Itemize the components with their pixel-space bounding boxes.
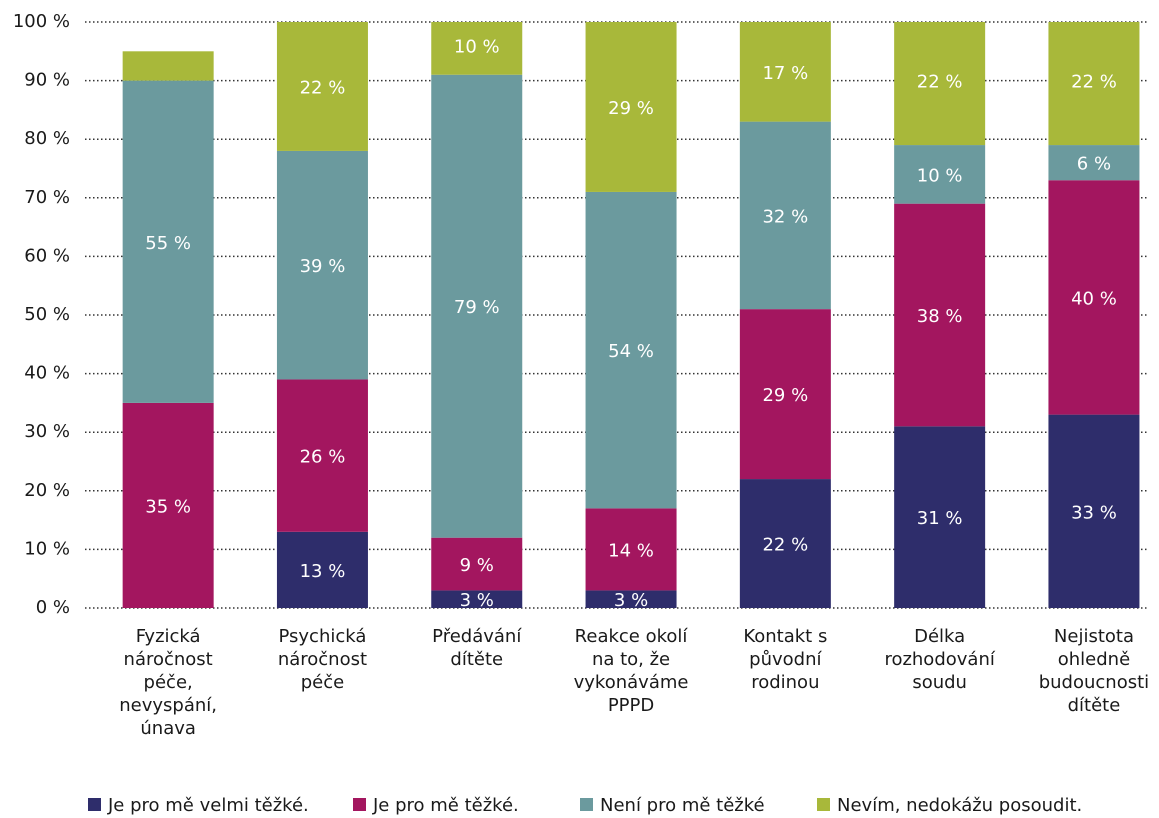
legend-label: Je pro mě velmi těžké. [107, 795, 309, 816]
legend-label: Je pro mě těžké. [372, 795, 519, 816]
bar-segment [431, 537, 523, 591]
bar-segment [894, 203, 986, 427]
y-tick-label: 80 % [24, 128, 70, 149]
legend-swatch [353, 798, 366, 811]
data-label: 3 % [614, 590, 648, 611]
data-label: 26 % [300, 447, 346, 468]
bar-segment [1048, 145, 1140, 181]
data-label: 79 % [454, 297, 500, 318]
bar-segment [585, 508, 677, 591]
data-label: 22 % [300, 77, 346, 98]
data-label: 14 % [608, 540, 654, 561]
data-label: 31 % [917, 508, 963, 529]
y-tick-label: 30 % [24, 421, 70, 442]
data-label: 10 % [917, 165, 963, 186]
x-tick-label: Reakce okolí na to, že vykonáváme PPPD [574, 626, 689, 716]
data-label: 38 % [917, 306, 963, 327]
x-tick-label: Nejistota ohledně budoucnosti dítěte [1039, 626, 1149, 716]
bar-segment [894, 145, 986, 204]
y-tick-label: 90 % [24, 70, 70, 91]
data-label: 9 % [460, 555, 494, 576]
bar-segment [276, 22, 368, 151]
data-label: 10 % [454, 36, 500, 57]
y-tick-label: 60 % [24, 245, 70, 266]
data-label: 22 % [917, 72, 963, 93]
x-tick-label: Kontakt s původní rodinou [743, 626, 827, 693]
x-tick-label: Psychická náročnost péče [278, 626, 367, 693]
bar-segment [585, 22, 677, 192]
y-tick-label: 20 % [24, 480, 70, 501]
data-label: 33 % [1071, 502, 1117, 523]
bar-segment [276, 379, 368, 532]
data-label: 35 % [145, 496, 191, 517]
legend-swatch [817, 798, 830, 811]
bar-segment [585, 590, 677, 608]
legend-swatch [88, 798, 101, 811]
y-tick-label: 50 % [24, 304, 70, 325]
bar-segment [431, 590, 523, 608]
y-tick-label: 70 % [24, 187, 70, 208]
bar-segment [431, 74, 523, 538]
bar-segment [276, 150, 368, 380]
bar-segment [739, 22, 831, 122]
data-label: 29 % [762, 385, 808, 406]
data-label: 29 % [608, 98, 654, 119]
bar-segment [122, 51, 214, 81]
bars [122, 22, 1140, 608]
data-label: 54 % [608, 341, 654, 362]
bar-segment [739, 479, 831, 608]
x-tick-label: Předávání dítěte [432, 626, 522, 670]
value-labels: 35 % 55 % 13 % 26 % 39 % 22 % 3 % 9 % 79 % 10 % 3 … [145, 36, 1117, 611]
data-label: 22 % [1071, 72, 1117, 93]
bar-segment [1048, 22, 1140, 146]
data-label: 6 % [1077, 154, 1111, 175]
bar-segment [1048, 180, 1140, 415]
data-label: 39 % [300, 256, 346, 277]
bar-segment [739, 309, 831, 480]
bar-segment [739, 121, 831, 310]
legend-swatch [580, 798, 593, 811]
bar-segment [122, 80, 214, 403]
legend-label: Není pro mě těžké [600, 795, 765, 816]
data-label: 40 % [1071, 288, 1117, 309]
data-label: 17 % [762, 63, 808, 84]
y-tick-label: 0 % [36, 597, 70, 618]
bar-segment [431, 22, 523, 75]
bar-segment [585, 191, 677, 509]
y-tick-label: 40 % [24, 363, 70, 384]
data-label: 13 % [300, 561, 346, 582]
data-label: 22 % [762, 535, 808, 556]
y-tick-label: 10 % [24, 538, 70, 559]
x-tick-label: Délka rozhodování soudu [884, 626, 995, 693]
y-tick-label: 100 % [13, 11, 70, 32]
bar-segment [894, 22, 986, 146]
legend-label: Nevím, nedokážu posoudit. [837, 795, 1082, 816]
bar-segment [1048, 414, 1140, 608]
data-label: 32 % [762, 206, 808, 227]
data-label: 3 % [460, 590, 494, 611]
bar-segment [122, 402, 214, 608]
bar-segment [276, 531, 368, 608]
x-tick-label: Fyzická náročnost péče, nevyspání, únava [119, 626, 217, 739]
bar-segment [894, 426, 986, 608]
data-label: 55 % [145, 233, 191, 254]
